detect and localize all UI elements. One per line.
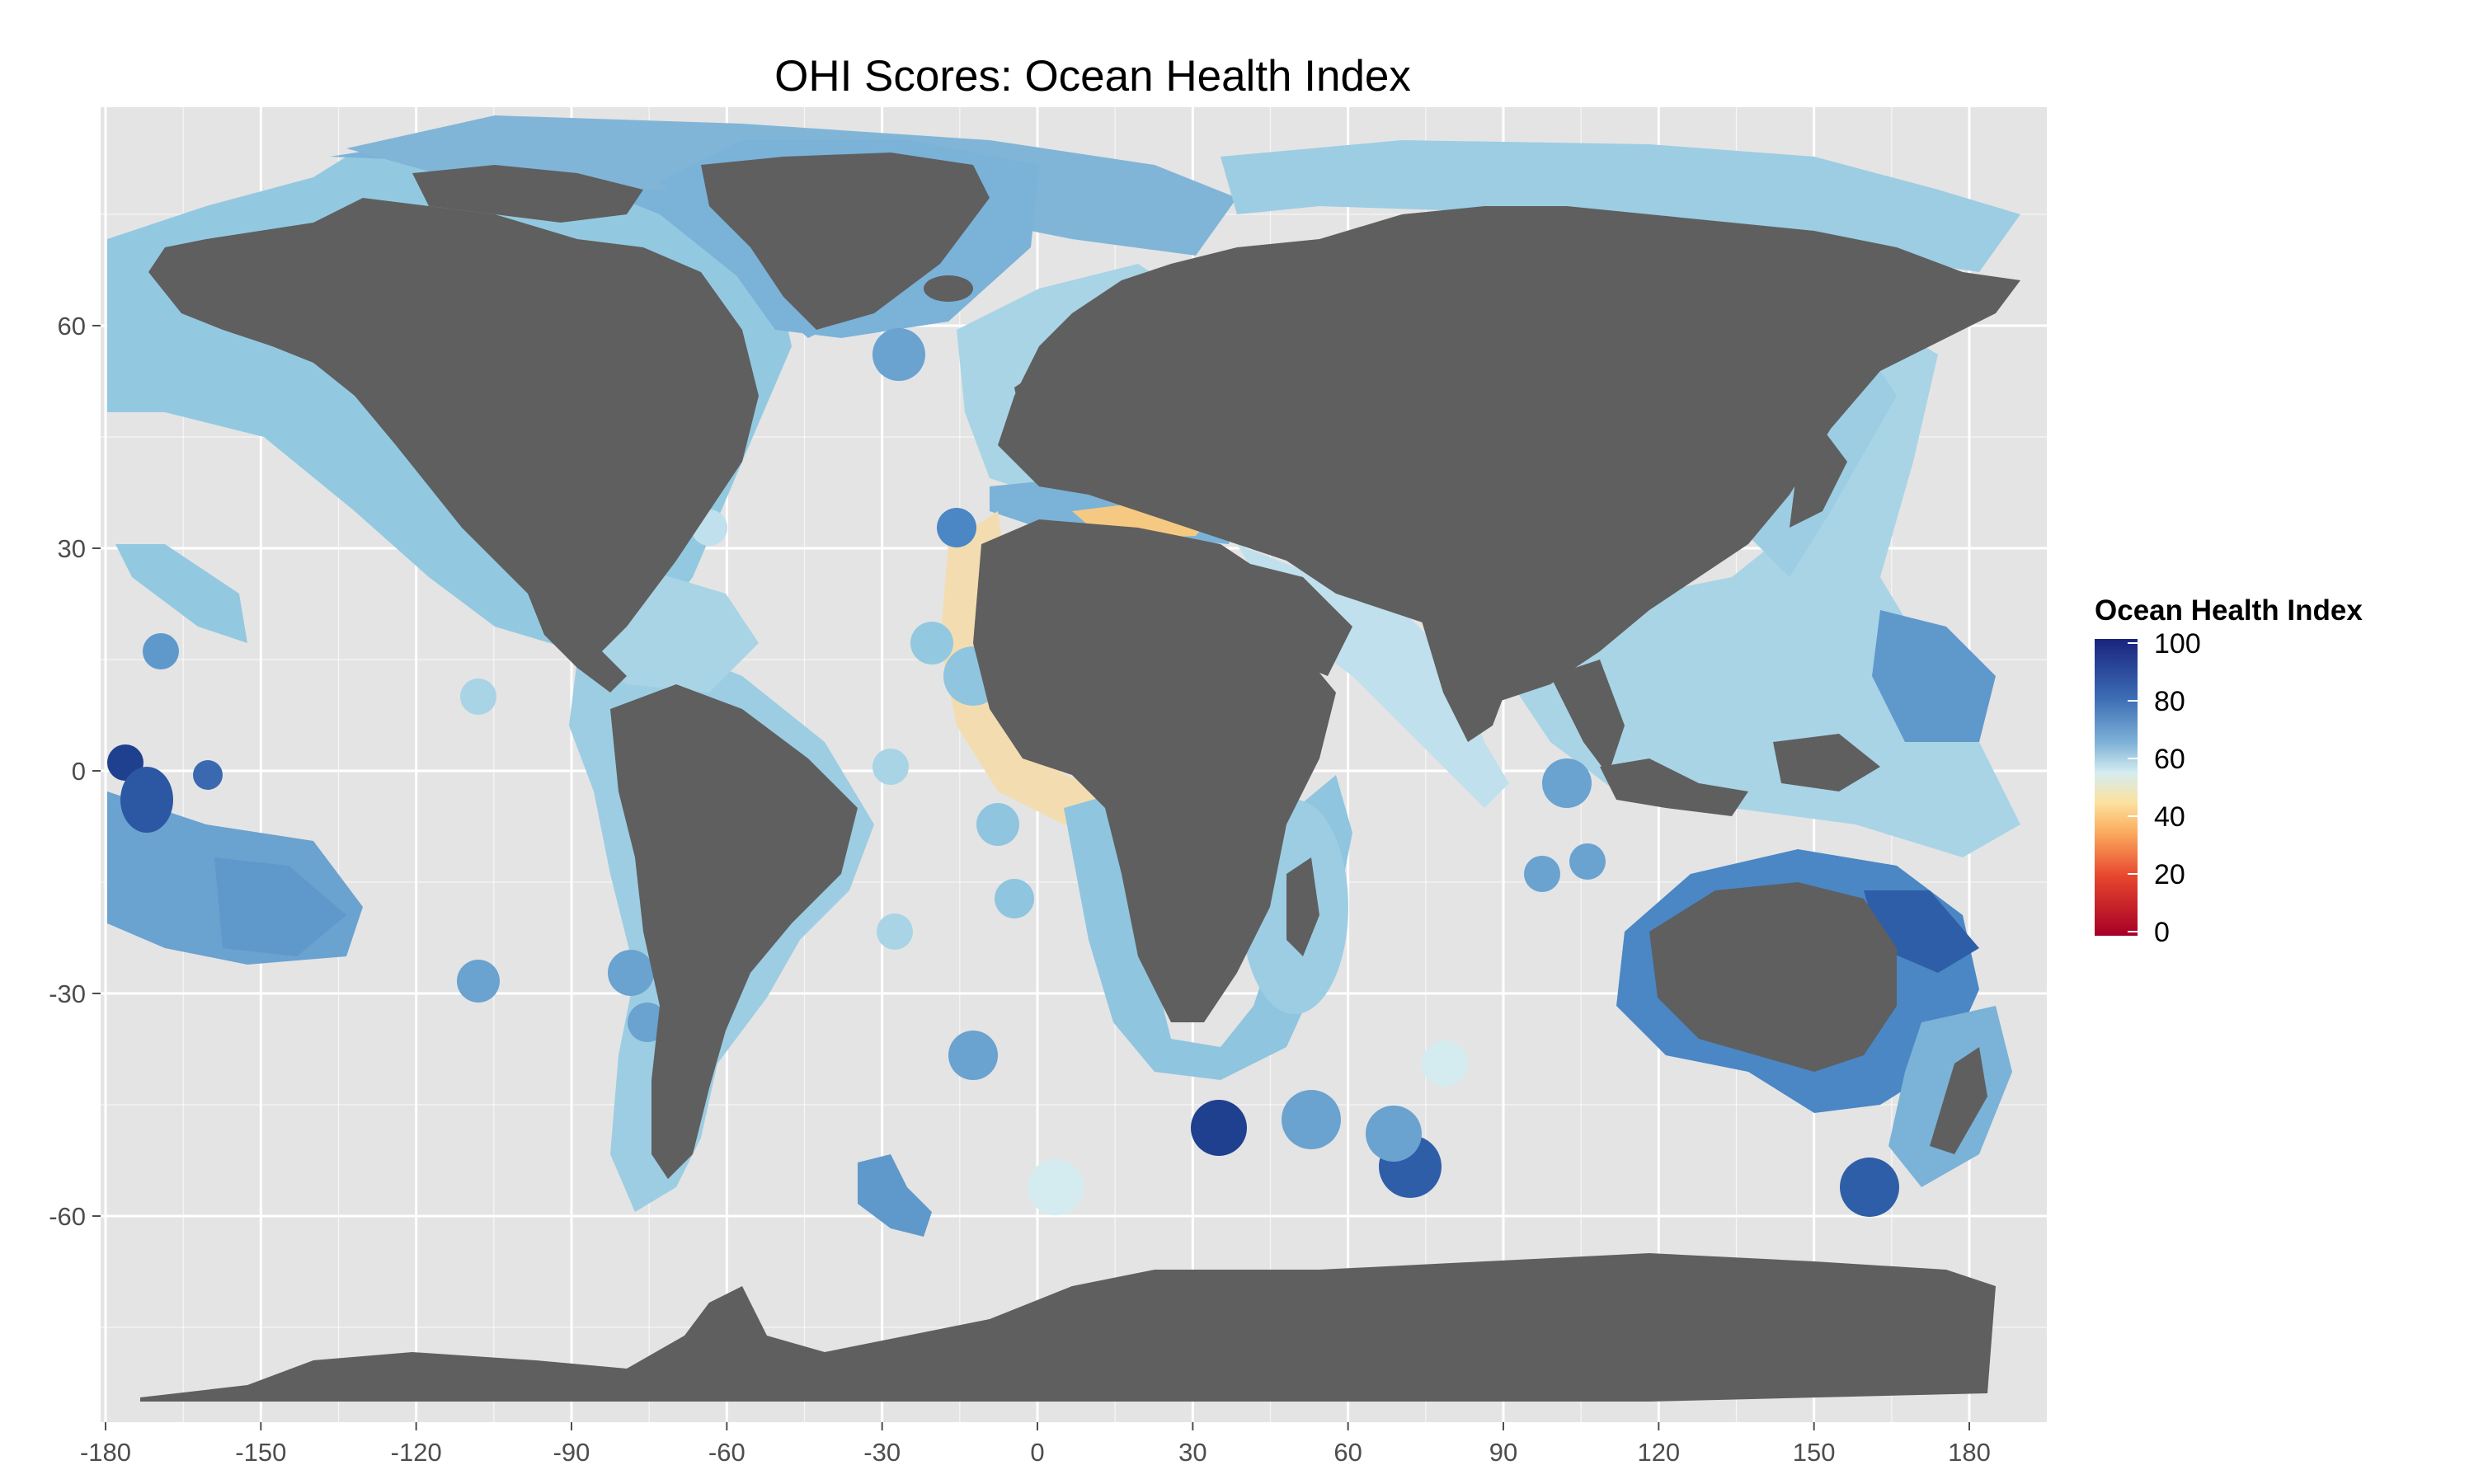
- x-tick-label: 90: [1489, 1438, 1517, 1467]
- new-zealand: [1930, 1047, 1987, 1154]
- map-title: OHI Scores: Ocean Health Index: [774, 52, 1411, 101]
- x-tick-label: 150: [1793, 1438, 1836, 1467]
- legend-title: Ocean Health Index: [2095, 594, 2363, 627]
- legend-label: 40: [2154, 801, 2185, 833]
- legend-label: 80: [2154, 686, 2185, 717]
- indonesia: [1600, 758, 1748, 816]
- arabia: [1237, 561, 1352, 676]
- x-tick-label: 0: [1030, 1438, 1044, 1467]
- x-tick-label: -90: [553, 1438, 590, 1467]
- x-tick-label: -30: [863, 1438, 901, 1467]
- legend-colorbar: [2095, 639, 2138, 936]
- legend: Ocean Health Index 100 80 60 40 20 0: [2095, 594, 2363, 948]
- africa: [973, 519, 1336, 1022]
- india: [1418, 610, 1517, 742]
- south-america: [610, 684, 858, 1179]
- y-axis-ticks: 60 30 0 -30 -60: [49, 312, 101, 1231]
- madagascar: [1286, 857, 1319, 956]
- x-tick-label: 30: [1178, 1438, 1206, 1467]
- y-tick-label: -30: [49, 979, 86, 1008]
- land-masses: [140, 153, 2020, 1402]
- new-guinea: [1773, 734, 1880, 791]
- y-tick-label: 0: [72, 757, 86, 786]
- antarctica: [140, 1253, 1996, 1402]
- legend-labels: 100 80 60 40 20 0: [2128, 628, 2201, 948]
- x-tick-label: -180: [80, 1438, 131, 1467]
- southeast-asia: [1550, 660, 1625, 775]
- y-tick-label: 30: [58, 534, 86, 563]
- arctic-islands: [412, 165, 643, 223]
- legend-label: 0: [2154, 917, 2170, 948]
- legend-label: 60: [2154, 744, 2185, 775]
- iceland: [924, 275, 973, 302]
- x-tick-label: -150: [235, 1438, 286, 1467]
- x-tick-label: 180: [1948, 1438, 1991, 1467]
- x-tick-label: -60: [708, 1438, 745, 1467]
- japan: [1790, 429, 1847, 528]
- north-america: [148, 198, 759, 651]
- y-tick-label: 60: [58, 312, 86, 340]
- great-britain: [1014, 371, 1047, 429]
- legend-label: 20: [2154, 859, 2185, 890]
- eurasia: [998, 206, 2020, 701]
- x-tick-label: 60: [1333, 1438, 1362, 1467]
- greenland: [701, 153, 990, 330]
- australia: [1649, 882, 1897, 1072]
- y-tick-label: -60: [49, 1202, 86, 1231]
- central-america: [528, 594, 627, 693]
- x-tick-label: 120: [1637, 1438, 1680, 1467]
- legend-label: 100: [2154, 628, 2201, 660]
- x-tick-label: -120: [391, 1438, 442, 1467]
- x-axis-ticks: -180 -150 -120 -90 -60 -30 0 30 60 90 120 150 180: [80, 1422, 1991, 1467]
